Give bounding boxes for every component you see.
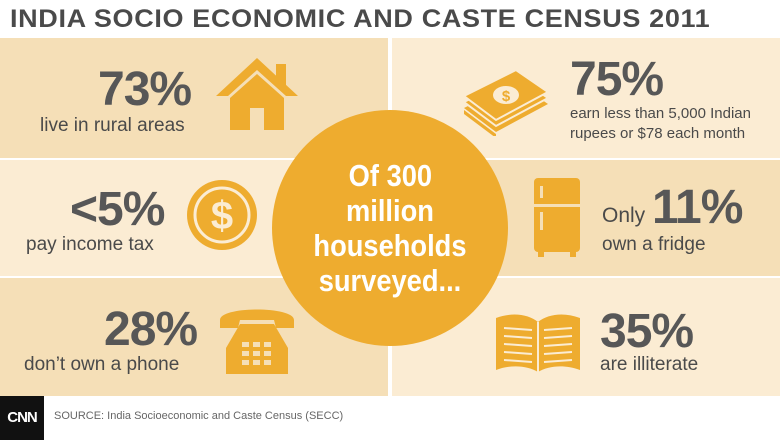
svg-text:$: $ (502, 88, 511, 105)
stat-illiterate-label: are illiterate (600, 354, 699, 375)
center-line-3: households (313, 228, 467, 263)
fridge-icon (534, 178, 580, 257)
center-line-2: million (346, 193, 434, 228)
stat-earnings-label-line1: earn less than 5,000 Indian (570, 105, 751, 122)
stat-fridge-value: 11% (652, 181, 743, 234)
page-title: INDIA SOCIO ECONOMIC AND CASTE CENSUS 20… (10, 5, 711, 33)
house-icon (216, 58, 298, 130)
stat-illiterate-value: 35% (600, 305, 694, 358)
stat-rural-label: live in rural areas (40, 115, 185, 136)
stat-income-tax-value: <5% (70, 183, 165, 236)
cnn-logo: CNN (0, 396, 44, 440)
center-line-1: Of 300 (348, 158, 432, 193)
money-stack-icon: $ (462, 70, 550, 136)
source-note: SOURCE: India Socioeconomic and Caste Ce… (54, 410, 344, 422)
stat-phone-label: don’t own a phone (24, 354, 180, 375)
stat-fridge-prefix: Only (602, 204, 646, 227)
stat-earnings-value: 75% (570, 53, 664, 106)
stat-income-tax-label: pay income tax (26, 234, 154, 255)
telephone-icon (220, 309, 294, 374)
footer (0, 396, 780, 440)
center-circle: Of 300 million households surveyed... (272, 110, 508, 346)
center-line-4: surveyed... (318, 263, 462, 298)
stat-earnings-label-line2: rupees or $78 each month (570, 125, 746, 142)
open-book-icon (496, 314, 580, 372)
stat-phone-value: 28% (104, 303, 198, 356)
stat-fridge-label: own a fridge (602, 234, 706, 255)
svg-text:$: $ (211, 194, 233, 238)
stat-rural-value: 73% (98, 63, 192, 116)
dollar-coin-icon: $ (187, 180, 257, 250)
